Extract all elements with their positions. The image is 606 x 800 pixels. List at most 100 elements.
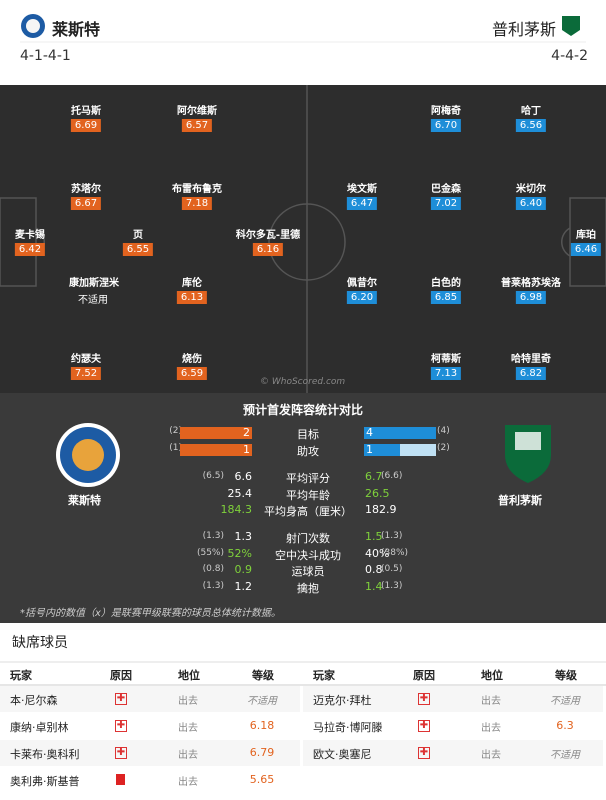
home-bar (180, 444, 252, 456)
away-value: 1.5 (365, 530, 383, 543)
player-rating: 6.40 (515, 197, 547, 210)
rating: 不适用 (550, 750, 580, 761)
row-bg (303, 740, 603, 766)
away-value: 1 (366, 443, 373, 456)
injury-icon: ✚ (115, 747, 127, 759)
player-name: 库珀 (576, 230, 596, 241)
player-rating: 6.70 (430, 119, 462, 132)
home-value: 25.4 (227, 487, 253, 500)
status: 出去 (481, 696, 501, 707)
stat-label: 平均评分 (286, 472, 330, 485)
player: 卡莱布·奥科利 (10, 748, 80, 761)
home-league: (1) (169, 443, 182, 453)
rating: 6.3 (556, 719, 574, 732)
player-name: 烧伤 (182, 354, 202, 365)
player-name: 康加斯涅米 (69, 278, 119, 289)
player-rating: 6.16 (252, 243, 284, 256)
stat-label: 平均身高（厘米） (264, 505, 352, 518)
player-rating: 6.59 (176, 367, 208, 380)
player: 马拉奇·博阿滕 (313, 721, 383, 734)
rating: 6.79 (249, 746, 275, 759)
stats-note: *括号内的数值（x）是联赛甲级联赛的球员总体统计数据。 (20, 608, 281, 619)
player-name: 巴金森 (431, 184, 461, 195)
home-value: 6.6 (234, 470, 253, 483)
home-value: 1 (243, 443, 250, 456)
away-value: 26.5 (365, 487, 390, 500)
home-team: 莱斯特 (52, 20, 101, 39)
rating: 5.65 (249, 773, 275, 786)
home-league: (55%) (196, 548, 224, 558)
status: 出去 (178, 777, 198, 788)
player-name: 库伦 (182, 278, 202, 289)
player-name: 麦卡锡 (15, 230, 45, 241)
table-header: 原因 (413, 669, 435, 682)
injury-icon: ✚ (115, 693, 127, 705)
player-rating: 6.67 (70, 197, 102, 210)
home-league: (6.5) (202, 471, 224, 481)
stats-home-name: 莱斯特 (68, 494, 101, 507)
row-bg (303, 713, 603, 739)
player: 本·尼尔森 (10, 694, 58, 707)
stat-label: 平均年龄 (286, 489, 330, 502)
player-rating-na: 不适用 (78, 295, 108, 306)
player-name: 佩昔尔 (347, 278, 377, 289)
player-name: 白色的 (431, 278, 461, 289)
player-name: 约瑟夫 (71, 354, 101, 365)
away-value: 1.4 (365, 580, 383, 593)
table-header: 地位 (481, 669, 503, 682)
away-team: 普利茅斯 (491, 20, 556, 39)
table-header: 地位 (178, 669, 200, 682)
player-name: 哈丁 (521, 106, 541, 117)
home-formation: 4-1-4-1 (20, 48, 71, 64)
rating: 不适用 (247, 696, 277, 707)
player-rating: 6.55 (122, 243, 154, 256)
status: 出去 (481, 750, 501, 761)
away-value: 6.7 (365, 470, 383, 483)
away-value: 4 (366, 426, 373, 439)
player-rating: 6.20 (346, 291, 378, 304)
home-value: 0.9 (234, 563, 253, 576)
table-header: 等级 (555, 669, 577, 682)
player-name: 苏塔尔 (71, 184, 101, 195)
home-league: (1.3) (202, 531, 224, 541)
player: 康纳·卓别林 (10, 721, 69, 734)
home-league: (2) (169, 426, 182, 436)
row-bg (303, 686, 603, 712)
rating: 6.18 (249, 719, 275, 732)
player-rating: 6.46 (570, 243, 602, 256)
away-bar (364, 427, 436, 439)
table-header: 玩家 (313, 669, 335, 682)
stat-label: 运球员 (291, 565, 325, 578)
table-header: 玩家 (10, 669, 32, 682)
away-value: 0.8 (365, 563, 383, 576)
away-league: (38%) (381, 548, 409, 558)
player: 欧文·奥塞尼 (313, 748, 372, 761)
home-value: 52% (227, 547, 252, 560)
player-rating: 6.98 (515, 291, 547, 304)
status: 出去 (481, 723, 501, 734)
player-rating: 6.42 (14, 243, 46, 256)
player-name: 埃文斯 (347, 184, 377, 195)
injury-icon: ✚ (418, 720, 430, 732)
status: 出去 (178, 750, 198, 761)
player: 迈克尔·拜杜 (313, 694, 372, 707)
home-league: (1.3) (202, 581, 224, 591)
table-header: 等级 (252, 669, 274, 682)
status: 出去 (178, 723, 198, 734)
away-league: (2) (437, 443, 450, 453)
row-bg (0, 713, 300, 739)
home-league: (0.8) (202, 564, 224, 574)
stat-label: 空中决斗成功 (275, 549, 341, 562)
away-league: (1.3) (381, 581, 403, 591)
home-value: 184.3 (220, 503, 253, 516)
away-formation: 4-4-2 (551, 48, 588, 64)
player-rating: 7.18 (181, 197, 213, 210)
away-league: (1.3) (381, 531, 403, 541)
player-rating: 6.69 (70, 119, 102, 132)
player-name: 阿尔维斯 (177, 106, 217, 117)
home-value: 1.3 (234, 530, 253, 543)
player-rating: 6.85 (430, 291, 462, 304)
rating: 不适用 (550, 696, 580, 707)
player-rating: 6.13 (176, 291, 208, 304)
